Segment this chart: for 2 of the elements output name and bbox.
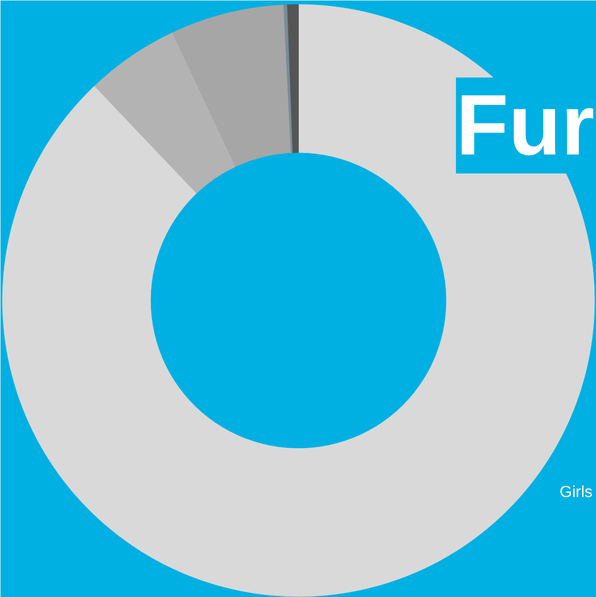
text: Girls: [560, 484, 593, 501]
text: Fur: [456, 78, 595, 174]
